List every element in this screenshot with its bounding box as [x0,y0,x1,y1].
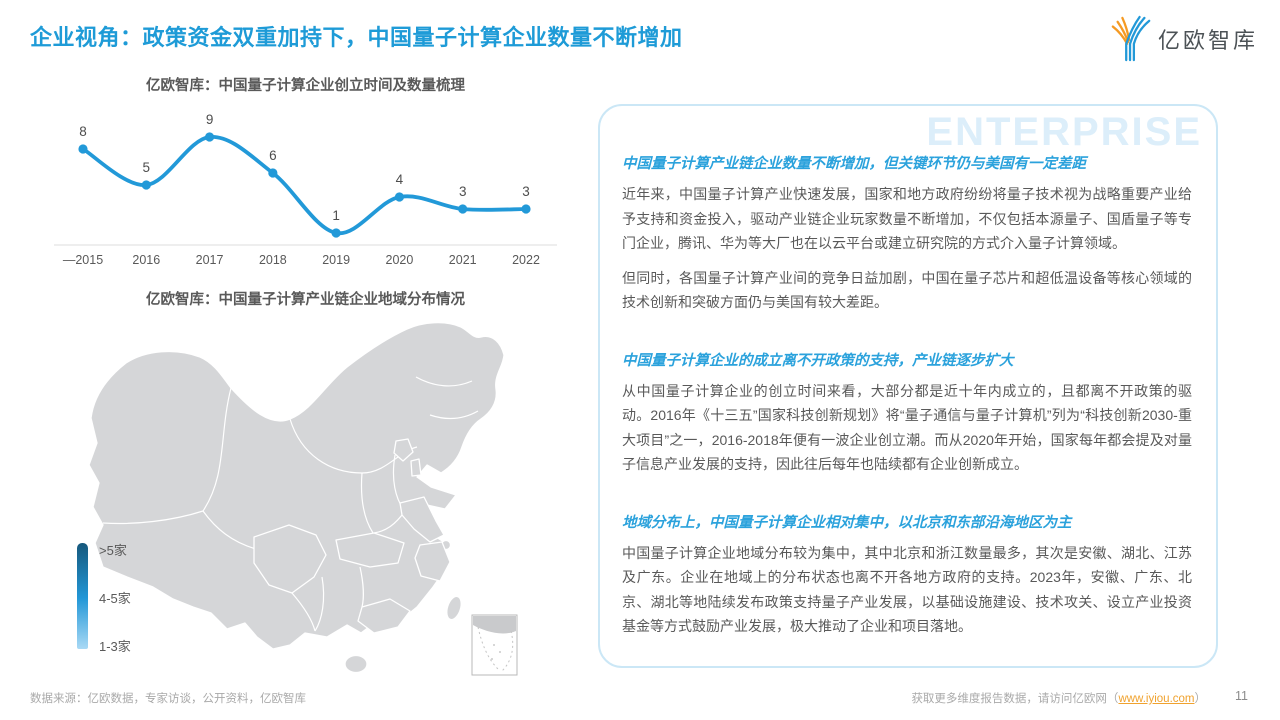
brand-logo-text: 亿欧智库 [1157,28,1258,53]
data-source-note: 数据来源：亿欧数据，专家访谈，公开资料，亿欧智库 [30,693,306,705]
section-paragraph: 从中国量子计算企业的创立时间来看，大部分都是近十年内成立的，且都离不开政策的驱动… [622,382,1192,473]
china-outline [88,322,505,650]
section-heading: 中国量子计算企业的成立离不开政策的支持，产业链逐步扩大 [622,352,1014,369]
map-legend: >5家 4-5家 1-3家 [77,541,167,661]
brand-logo: 亿欧智库 [1109,15,1258,63]
svg-text:8: 8 [79,124,87,139]
svg-text:6: 6 [269,148,277,163]
south-china-sea-inset [471,614,518,676]
insight-section-3: 地域分布上，中国量子计算企业相对集中，以北京和东部沿海地区为主 中国量子计算企业… [622,511,1192,639]
svg-text:2020: 2020 [386,253,414,267]
svg-text:2022: 2022 [512,253,540,267]
svg-text:2016: 2016 [132,253,160,267]
region-distribution-block: 亿欧智库：中国量子计算产业链企业地域分布情况 [48,288,563,680]
insight-section-1: 中国量子计算产业链企业数量不断增加，但关键环节仍与美国有一定差距 近年来，中国量… [622,152,1192,315]
line-chart: 8 —2015 5 2016 9 2017 6 2018 1 2019 4 2020 3 2021 3 202… [54,112,557,267]
page-number: 11 [1235,689,1248,703]
section-paragraph: 近年来，中国量子计算产业快速发展，国家和地方政府纷纷将量子技术视为战略重要产业给… [622,186,1192,251]
section-heading: 地域分布上，中国量子计算企业相对集中，以北京和东部沿海地区为主 [622,514,1072,531]
province-borders [102,376,479,632]
province-hubei [335,532,405,568]
line-chart-title: 亿欧智库：中国量子计算企业创立时间及数量梳理 [146,78,465,94]
svg-text:1: 1 [332,208,340,223]
insight-panel: ENTERPRISE 中国量子计算产业链企业数量不断增加，但关键环节仍与美国有一… [598,104,1218,668]
svg-text:3: 3 [522,184,530,199]
section-paragraph: 中国量子计算企业地域分布较为集中，其中北京和浙江数量最多，其次是安徽、湖北、江苏… [622,544,1192,635]
svg-text:2018: 2018 [259,253,287,267]
china-map [88,322,518,676]
province-guangdong [357,598,411,634]
hainan-island [344,654,368,674]
svg-text:2019: 2019 [322,253,350,267]
brand-logo-icon [1111,15,1151,62]
province-zhejiang [414,541,451,582]
founding-time-chart-block: 亿欧智库：中国量子计算企业创立时间及数量梳理 8 —2015 5 2016 9 2017 6… [48,74,563,279]
page-title: 企业视角：政策资金双重加持下，中国量子计算企业数量不断增加 [30,25,683,50]
svg-text:9: 9 [206,112,214,127]
footer-link[interactable]: www.iyiou.com [1118,693,1195,705]
footer-more-suffix: ） [1194,693,1207,705]
legend-gradient-bar [77,543,88,649]
province-beijing [393,438,414,462]
province-sichuan [253,524,327,594]
legend-label-high: >5家 [99,543,127,558]
legend-label-low: 1-3家 [99,639,131,654]
footer-more-prefix: 获取更多维度报告数据，请访问亿欧网（ [911,693,1119,705]
province-tianjin [410,458,422,477]
section-paragraph: 但同时，各国量子计算产业间的竞争日益加剧，中国在量子芯片和超低温设备等核心领域的… [622,269,1192,311]
watermark-text: ENTERPRISE [926,110,1202,154]
taiwan-island [446,595,462,621]
insight-section-2: 中国量子计算企业的成立离不开政策的支持，产业链逐步扩大 从中国量子计算企业的创立… [622,349,1192,477]
svg-text:3: 3 [459,184,467,199]
svg-text:5: 5 [143,160,151,175]
legend-label-mid: 4-5家 [99,591,131,606]
china-map-wrap: >5家 4-5家 1-3家 [64,315,569,680]
svg-text:2017: 2017 [196,253,224,267]
svg-text:4: 4 [396,172,404,187]
svg-text:—2015: —2015 [63,253,103,267]
map-title: 亿欧智库：中国量子计算产业链企业地域分布情况 [146,292,465,308]
section-heading: 中国量子计算产业链企业数量不断增加，但关键环节仍与美国有一定差距 [622,156,1086,172]
footer-more-info: 获取更多维度报告数据，请访问亿欧网（www.iyiou.com） [911,690,1206,706]
province-jiangsu [399,496,445,543]
svg-text:2021: 2021 [449,253,477,267]
